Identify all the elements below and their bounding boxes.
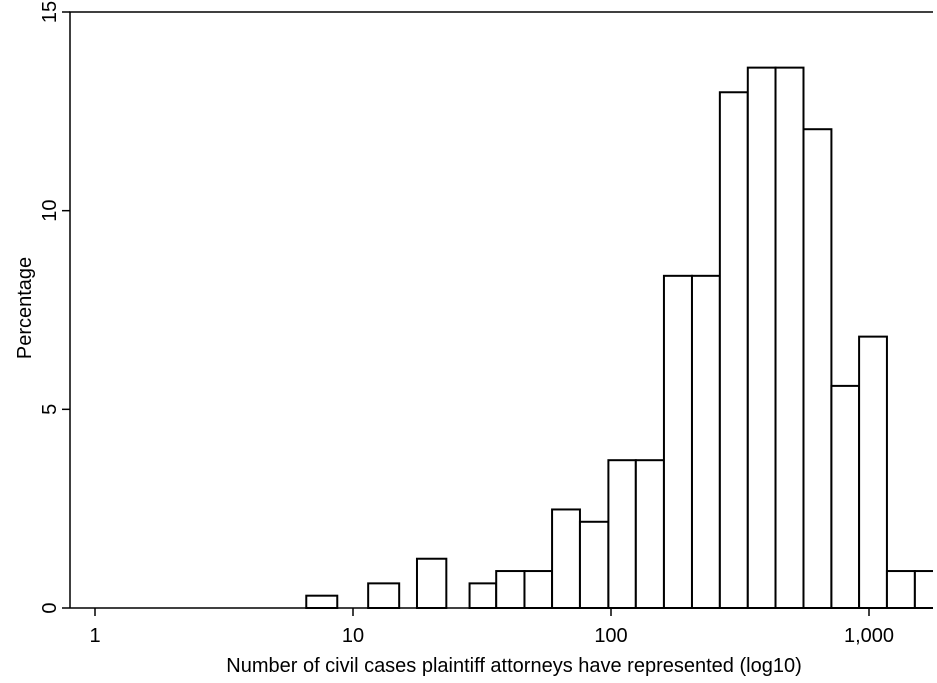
y-tick-label: 5 [39, 404, 61, 415]
histogram-bar [415, 557, 448, 609]
x-tick-label: 100 [594, 625, 627, 647]
histogram-bar [885, 570, 916, 609]
histogram-bars [305, 66, 933, 610]
histogram-bar [523, 570, 554, 609]
histogram-bar [468, 582, 498, 610]
x-tick-label: 1 [89, 625, 100, 647]
histogram-bar [913, 570, 933, 609]
histogram-bar [662, 274, 693, 609]
histogram-bar [858, 335, 888, 609]
histogram-bar [718, 91, 749, 609]
y-tick-label: 10 [39, 200, 61, 222]
x-axis-title: Number of civil cases plaintiff attorney… [226, 655, 801, 677]
histogram-bar [746, 66, 777, 610]
x-tick-label: 10 [342, 625, 364, 647]
y-tick-label: 0 [39, 602, 61, 613]
histogram-bar [802, 128, 833, 609]
histogram-bar [495, 570, 526, 609]
histogram-bar [607, 459, 637, 609]
histogram-bar [690, 274, 721, 609]
histogram-bar [551, 508, 581, 609]
y-tick-label: 15 [39, 1, 61, 23]
histogram-bar [367, 582, 401, 610]
axis-ticks: 1 10 100 1,000 0 5 10 15 [39, 1, 894, 647]
histogram-bar [774, 66, 805, 610]
histogram-bar [305, 594, 339, 610]
histogram-bar [830, 384, 861, 609]
histogram-bar [634, 459, 665, 609]
x-tick-label: 1,000 [844, 625, 894, 647]
y-axis-title: Percentage [14, 257, 36, 359]
histogram-bar [578, 520, 610, 610]
